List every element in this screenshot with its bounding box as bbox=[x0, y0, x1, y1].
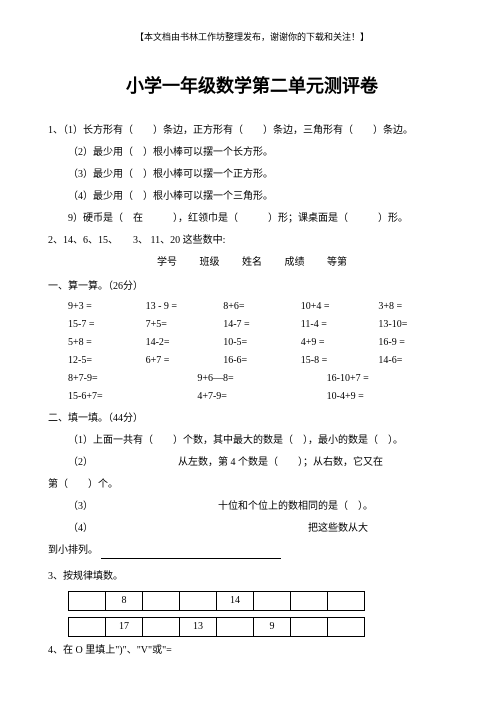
section1-head: 一、算一算。（26分） bbox=[48, 279, 456, 295]
s2-q2a: （2） 从左数，第 4 个数是（ ）；从右数，它又在 bbox=[68, 455, 456, 471]
calc-cell: 15-6+7= bbox=[68, 389, 197, 405]
s2-q1: （1）上面一共有（ ）个数，其中最大的数是（ ），最小的数是（ ）。 bbox=[68, 433, 456, 449]
calc-row-6: 15-6+7= 4+7-9= 10-4+9 = bbox=[68, 389, 456, 405]
calc-cell: 10-4+9 = bbox=[327, 389, 456, 405]
calc-cell: 15-8 = bbox=[301, 353, 379, 369]
calc-cell: 16-10+7 = bbox=[327, 371, 456, 387]
s2-q4: （4） 把这些数从大 bbox=[68, 521, 456, 537]
q1-9: 9）硬币是（ 在 ），红领巾是（ ）形；课桌面是（ ）形。 bbox=[68, 211, 456, 227]
s2-q4-text: 把这些数从大 bbox=[308, 523, 368, 534]
s2-q3-text: 十位和个位上的数相同的是（ ）。 bbox=[218, 501, 373, 512]
calc-row-3: 5+8 = 14-2= 10-5= 4+9 = 16-9 = bbox=[68, 335, 456, 351]
table-cell bbox=[143, 592, 180, 611]
calc-cell: 16-6= bbox=[223, 353, 301, 369]
section2-head: 二、填一填。（44分） bbox=[48, 411, 456, 427]
calc-cell: 13 - 9 = bbox=[146, 299, 224, 315]
s2-q2c: 第（ ）个。 bbox=[48, 477, 456, 493]
s2-q4c-text: 到小排列。 bbox=[48, 545, 98, 556]
blank-line bbox=[101, 548, 281, 559]
calc-cell: 16-9 = bbox=[378, 335, 456, 351]
calc-cell: 11-4 = bbox=[301, 317, 379, 333]
s2-q4c: 到小排列。 bbox=[48, 543, 456, 559]
calc-cell: 10-5= bbox=[223, 335, 301, 351]
header-note: 【本文档由书林工作坊整理发布，谢谢你的下载和关注！】 bbox=[48, 30, 456, 44]
calc-row-4: 12-5= 6+7 = 16-6= 15-8 = 14-6= bbox=[68, 353, 456, 369]
calc-cell: 12-5= bbox=[68, 353, 146, 369]
xuehao-label: 学号 bbox=[157, 257, 177, 268]
calc-cell: 9+3 = bbox=[68, 299, 146, 315]
calc-cell: 8+7-9= bbox=[68, 371, 197, 387]
calc-row-5: 8+7-9= 9+6—8= 16-10+7 = bbox=[68, 371, 456, 387]
dengdi-label: 等第 bbox=[327, 257, 347, 268]
calc-cell: 15-7 = bbox=[68, 317, 146, 333]
table-cell bbox=[217, 618, 254, 637]
table-cell bbox=[69, 592, 106, 611]
calc-cell: 4+9 = bbox=[301, 335, 379, 351]
calc-cell: 13-10= bbox=[378, 317, 456, 333]
table-cell: 8 bbox=[106, 592, 143, 611]
table-cell: 13 bbox=[180, 618, 217, 637]
q1-3: （3）最少用（ ）根小棒可以摆一个正方形。 bbox=[68, 167, 456, 183]
chengji-label: 成绩 bbox=[285, 257, 305, 268]
table-cell bbox=[291, 592, 328, 611]
calc-row-2: 15-7 = 7+5= 14-7 = 11-4 = 13-10= bbox=[68, 317, 456, 333]
calc-cell: 14-7 = bbox=[223, 317, 301, 333]
calc-cell: 8+6= bbox=[223, 299, 301, 315]
s2-q3: （3） 十位和个位上的数相同的是（ ）。 bbox=[68, 499, 456, 515]
q1-2: （2）最少用（ ）根小棒可以摆一个长方形。 bbox=[68, 145, 456, 161]
q2: 2、14、6、15、 3、 11、20 这些数中: bbox=[48, 233, 456, 249]
table-cell bbox=[328, 618, 365, 637]
table-cell bbox=[143, 618, 180, 637]
pattern-table-2: 17 13 9 bbox=[68, 617, 365, 637]
q4-text: 4、在 O 里填上")"、"V"或"= bbox=[48, 643, 456, 659]
calc-cell: 9+6—8= bbox=[197, 371, 326, 387]
calc-cell: 3+8 = bbox=[378, 299, 456, 315]
table-cell bbox=[180, 592, 217, 611]
q1-4: （4）最少用（ ）根小棒可以摆一个三角形。 bbox=[68, 189, 456, 205]
calc-cell: 7+5= bbox=[146, 317, 224, 333]
table-cell: 17 bbox=[106, 618, 143, 637]
pattern-table-1: 8 14 bbox=[68, 591, 365, 611]
calc-cell: 14-2= bbox=[146, 335, 224, 351]
calc-cell: 6+7 = bbox=[146, 353, 224, 369]
table-cell bbox=[328, 592, 365, 611]
table-cell bbox=[69, 618, 106, 637]
table-cell bbox=[254, 592, 291, 611]
s2-q4-num: （4） bbox=[68, 523, 93, 534]
calc-cell: 4+7-9= bbox=[197, 389, 326, 405]
table-cell bbox=[291, 618, 328, 637]
s2-q2-num: （2） bbox=[68, 457, 93, 468]
table-cell: 9 bbox=[254, 618, 291, 637]
calc-cell: 10+4 = bbox=[301, 299, 379, 315]
calc-cell: 14-6= bbox=[378, 353, 456, 369]
info-row: 学号 班级 姓名 成绩 等第 bbox=[48, 255, 456, 271]
q3-head: 3、按规律填数。 bbox=[48, 569, 456, 585]
banji-label: 班级 bbox=[200, 257, 220, 268]
q1-1: 1、（1）长方形有（ ）条边，正方形有（ ）条边，三角形有（ ）条边。 bbox=[48, 123, 456, 139]
xingming-label: 姓名 bbox=[242, 257, 262, 268]
calc-row-1: 9+3 = 13 - 9 = 8+6= 10+4 = 3+8 = bbox=[68, 299, 456, 315]
s2-q2-text: 从左数，第 4 个数是（ ）；从右数，它又在 bbox=[178, 457, 383, 468]
calc-cell: 5+8 = bbox=[68, 335, 146, 351]
page-title: 小学一年级数学第二单元测评卷 bbox=[48, 72, 456, 101]
table-cell: 14 bbox=[217, 592, 254, 611]
s2-q3-num: （3） bbox=[68, 501, 93, 512]
